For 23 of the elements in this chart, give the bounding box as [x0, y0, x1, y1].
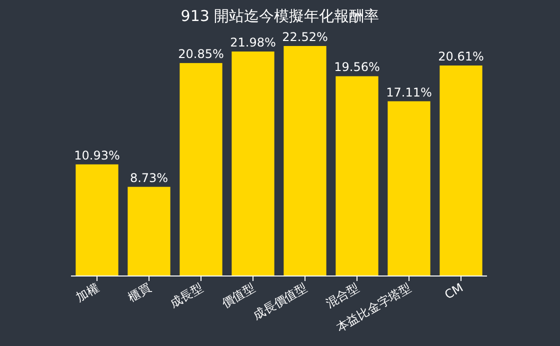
bar — [232, 52, 274, 276]
bar — [440, 66, 482, 276]
bar — [388, 101, 430, 276]
data-label: 8.73% — [130, 170, 168, 185]
data-label: 10.93% — [74, 148, 120, 162]
x-tick-label: 櫃買 — [126, 280, 154, 305]
data-label: 20.61% — [438, 50, 484, 64]
data-label: 22.52% — [282, 30, 328, 44]
bar — [336, 76, 378, 276]
x-tick-label: CM — [442, 280, 466, 302]
chart-title: 913 開站迄今模擬年化報酬率 — [180, 7, 380, 25]
data-label: 20.85% — [178, 47, 224, 62]
x-tick-label: 價值型 — [219, 280, 258, 311]
bar — [180, 63, 222, 276]
data-label: 21.98% — [230, 36, 276, 50]
data-label: 19.56% — [334, 60, 380, 74]
data-label: 17.11% — [386, 85, 432, 100]
bar — [284, 46, 326, 276]
x-tick-label: 加權 — [74, 280, 102, 305]
bar — [128, 186, 170, 276]
bar — [76, 164, 118, 276]
x-tick-label: 成長型 — [167, 280, 206, 311]
x-tick-label: 混合型 — [323, 280, 362, 311]
